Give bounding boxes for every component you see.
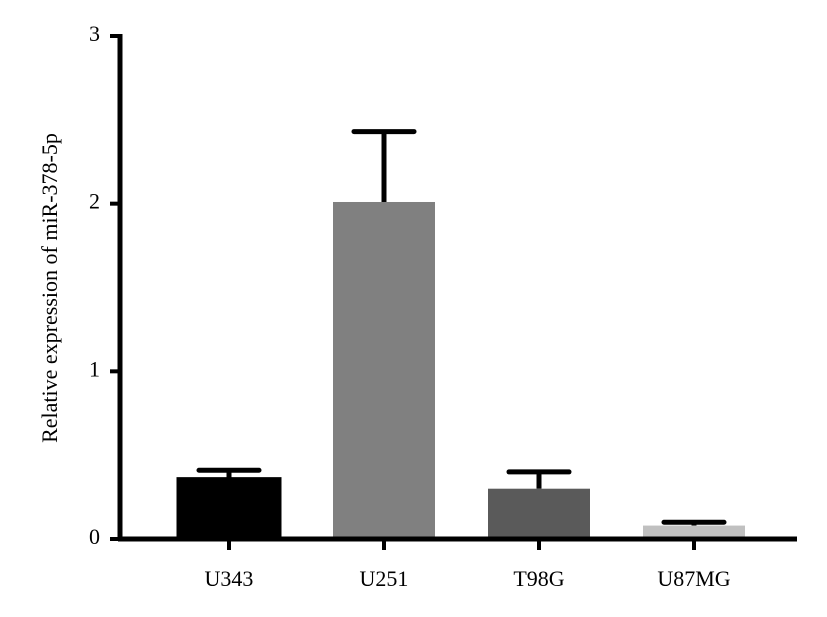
bar xyxy=(643,525,745,539)
y-tick-label: 1 xyxy=(89,356,100,381)
y-axis-label: Relative expression of miR-378-5p xyxy=(37,133,62,443)
bar xyxy=(176,477,282,541)
x-tick-label: U343 xyxy=(205,566,254,591)
bar xyxy=(333,201,435,540)
x-tick-label: T98G xyxy=(513,566,564,591)
y-tick-label: 3 xyxy=(89,21,100,46)
bar xyxy=(488,488,590,539)
y-tick-label: 0 xyxy=(89,524,100,549)
x-tick-label: U251 xyxy=(360,566,409,591)
x-tick-label: U87MG xyxy=(657,566,730,591)
y-tick-label: 2 xyxy=(89,189,100,214)
